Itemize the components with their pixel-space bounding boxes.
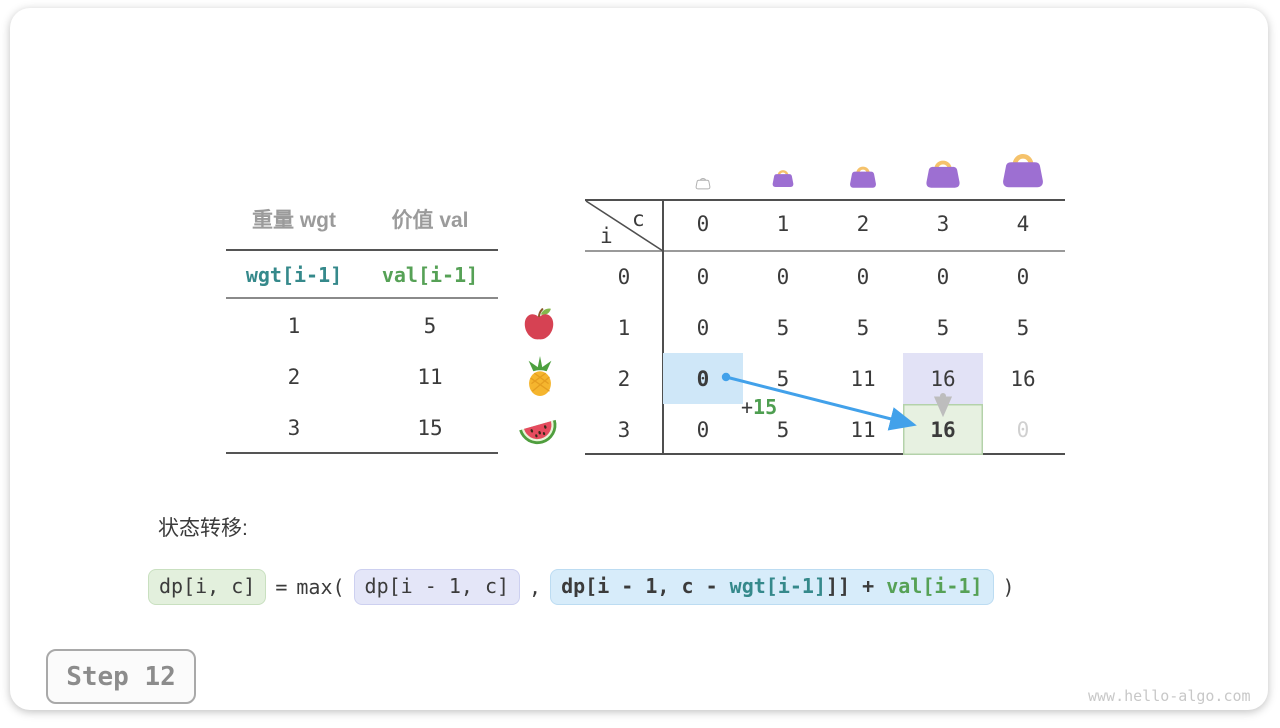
item1-value: 5 (423, 314, 437, 338)
col-header-4: 4 (1016, 212, 1030, 236)
col-header-0: 0 (696, 212, 710, 236)
figure-card: 重量 wgt 价值 val wgt[i-1] val[i-1] 1 5 2 11… (10, 8, 1268, 710)
formula-option2-box: dp[i - 1, c - wgt[i-1]]] + val[i-1] (550, 569, 994, 605)
dp-cell-1-3: 5 (936, 315, 950, 340)
dp-table-bottom-rule (585, 453, 1065, 455)
site-watermark: www.hello-algo.com (1088, 687, 1251, 705)
col-header-1: 1 (776, 212, 790, 236)
dp-table-top-rule (585, 199, 1065, 201)
row-label-3: 3 (617, 417, 631, 442)
dp-column-headers: 0 1 2 3 4 (663, 212, 1063, 236)
items-table-row-1: 1 5 (226, 314, 498, 338)
formula-equals: = (275, 575, 288, 599)
items-table-formula-row: wgt[i-1] val[i-1] (226, 263, 498, 287)
added-value: 15 (753, 395, 778, 419)
dp-cell-0-3: 0 (936, 264, 950, 289)
formula-lhs-box: dp[i, c] (148, 569, 267, 605)
dp-cell-2-2: 11 (850, 366, 876, 391)
transfer-annotation: +15 (741, 395, 777, 419)
wgt-formula-cell: wgt[i-1] (245, 263, 343, 287)
dp-cell-3-2: 11 (850, 417, 876, 442)
dp-cell-1-4: 5 (1016, 315, 1030, 340)
dp-cell-3-4-pending: 0 (1016, 417, 1030, 442)
bag-icon-4 (997, 142, 1049, 190)
formula-close-paren: ) (1002, 575, 1015, 599)
item3-value: 15 (417, 416, 443, 440)
items-table-bottom-rule (226, 452, 498, 454)
dp-cell-2-4: 16 (1010, 366, 1036, 391)
step-badge: Step 12 (46, 649, 196, 704)
corner-col-var: c (632, 207, 645, 231)
items-table-row-2: 2 11 (226, 365, 498, 389)
apple-icon (520, 305, 558, 343)
state-transition-label: 状态转移: (158, 517, 248, 540)
state-transition-formula: dp[i, c] = max( dp[i - 1, c] , dp[i - 1,… (148, 569, 1015, 605)
dp-cell-0-1: 0 (776, 264, 790, 289)
step-label: Step 12 (66, 661, 176, 692)
items-table-top-rule (226, 249, 498, 251)
bag-icon-1 (771, 163, 795, 189)
watermelon-icon (515, 408, 561, 450)
formula-option1-box: dp[i - 1, c] (353, 569, 521, 605)
val-formula-cell: val[i-1] (381, 263, 479, 287)
dp-cell-1-0: 0 (696, 315, 710, 340)
option2-wgt-term: wgt[i-1] (729, 574, 826, 598)
items-table-row-3: 3 15 (226, 416, 498, 440)
dp-cell-1-1: 5 (776, 315, 790, 340)
dp-cell-2-3-option-highlight: 16 (903, 353, 983, 404)
item1-weight: 1 (287, 314, 301, 338)
empty-bag-icon (695, 173, 711, 190)
col-header-3: 3 (936, 212, 950, 236)
items-table-header: 重量 wgt 价值 val (226, 204, 498, 234)
dp-row-labels: 0 1 2 3 (585, 251, 663, 455)
dp-table-header-rule (585, 250, 1065, 252)
items-table-mid-rule (226, 297, 498, 299)
formula-comma: , (529, 575, 542, 599)
dp-cell-3-3-result-highlight: 16 (903, 404, 983, 455)
bag-icon-2 (848, 158, 878, 190)
option2-val-term: val[i-1] (886, 574, 983, 598)
row-label-1: 1 (617, 315, 631, 340)
item2-value: 11 (417, 365, 443, 389)
dp-table-vertical-rule (662, 199, 664, 455)
dp-cell-0-2: 0 (856, 264, 870, 289)
bag-icon-3 (922, 150, 964, 190)
option2-prefix: dp[i - 1, c - (561, 574, 730, 598)
dp-grid: 0 0 0 0 0 0 5 5 5 5 0 5 11 16 16 0 5 11 … (663, 251, 1063, 455)
col-header-2: 2 (856, 212, 870, 236)
option2-mid: ]] + (826, 574, 887, 598)
dp-cell-0-4: 0 (1016, 264, 1030, 289)
item3-weight: 3 (287, 416, 301, 440)
plus-operator: + (741, 395, 754, 419)
corner-row-var: i (600, 224, 613, 248)
items-header-weight: 重量 wgt (252, 209, 336, 232)
dp-cell-2-0-source-highlight: 0 (663, 353, 743, 404)
items-header-value: 价值 val (391, 209, 469, 232)
formula-max-open: max( (296, 575, 345, 599)
dp-cell-0-0: 0 (696, 264, 710, 289)
dp-cell-3-0: 0 (696, 417, 710, 442)
row-label-0: 0 (617, 264, 631, 289)
dp-cell-1-2: 5 (856, 315, 870, 340)
row-label-2: 2 (617, 366, 631, 391)
item2-weight: 2 (287, 365, 301, 389)
pineapple-icon (521, 355, 559, 397)
